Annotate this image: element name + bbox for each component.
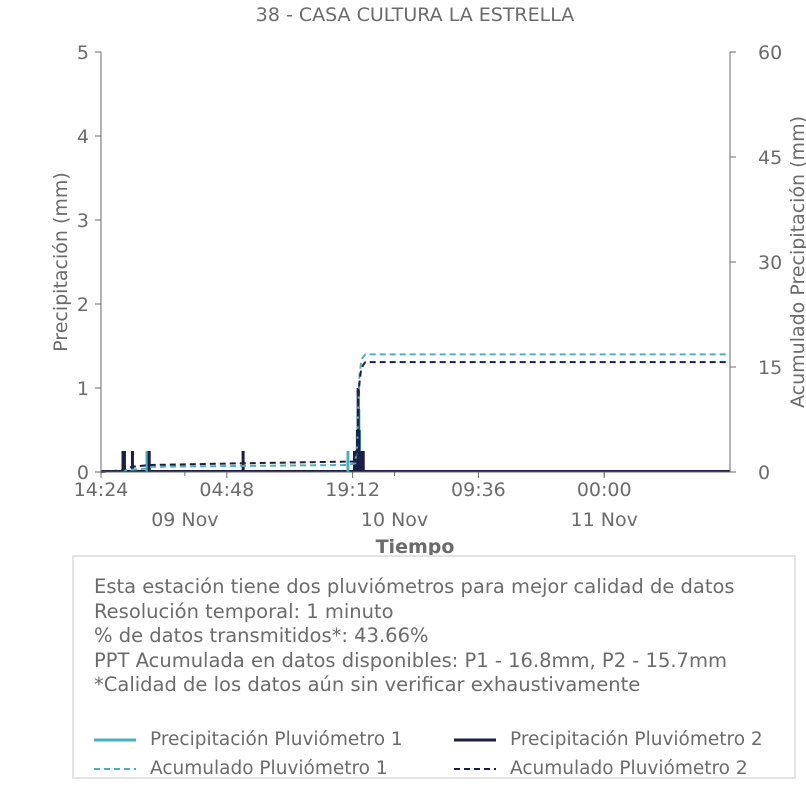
y-tick-label: 1: [77, 378, 89, 400]
y-tick-label: 0: [77, 462, 89, 484]
legend-label: Acumulado Pluviómetro 2: [510, 758, 748, 779]
cumulative-line-1: [100, 353, 730, 473]
legend-label: Precipitación Pluviómetro 2: [510, 729, 763, 750]
y-tick-label: 4: [77, 126, 89, 148]
plot-area: [100, 353, 730, 473]
y2-tick-label: 45: [758, 147, 782, 169]
x-tick-label: 14:24: [74, 479, 129, 501]
x-date-label: 11 Nov: [571, 509, 638, 531]
y-tick-label: 5: [77, 42, 89, 64]
legend-swatch-solid-p2: [454, 738, 496, 741]
legend-item-acc2: Acumulado Pluviómetro 2: [454, 758, 748, 779]
y2-tick-label: 30: [758, 252, 782, 274]
legend-item-p2: Precipitación Pluviómetro 2: [454, 729, 763, 750]
x-axis-label: Tiempo: [376, 536, 455, 558]
y2-tick-label: 0: [758, 462, 770, 484]
chart-title: 38 - CASA CULTURA LA ESTRELLA: [256, 4, 575, 26]
legend-item-p1: Precipitación Pluviómetro 1: [94, 729, 403, 750]
x-tick-label: 19:12: [325, 479, 380, 501]
y-tick-label: 2: [77, 294, 89, 316]
y2-axis-label: Acumulado Precipitación (mm): [787, 116, 806, 408]
x-date-label: 10 Nov: [361, 509, 428, 531]
info-line-transmitted: % de datos transmitidos*: 43.66%: [94, 624, 429, 647]
legend-swatch-solid-p1: [94, 738, 136, 741]
legend-label: Precipitación Pluviómetro 1: [150, 729, 403, 750]
y-tick-label: 3: [77, 210, 89, 232]
legend-swatch-dashed-acc1: [94, 767, 136, 770]
x-tick-label: 00:00: [577, 479, 632, 501]
y2-tick-label: 15: [758, 357, 782, 379]
info-box: Esta estación tiene dos pluviómetros par…: [72, 555, 796, 779]
legend-item-acc1: Acumulado Pluviómetro 1: [94, 758, 388, 779]
cumulative-line-2: [100, 361, 730, 473]
info-line-quality: *Calidad de los datos aún sin verificar …: [94, 673, 641, 696]
legend-label: Acumulado Pluviómetro 1: [150, 758, 388, 779]
info-line-accumulated: PPT Acumulada en datos disponibles: P1 -…: [94, 648, 727, 672]
x-tick-label: 09:36: [451, 479, 506, 501]
info-text: Esta estación tiene dos pluviómetros par…: [94, 575, 735, 698]
x-tick-label: 04:48: [199, 479, 254, 501]
y-axis-label: Precipitación (mm): [50, 172, 72, 352]
info-line-resolution: Resolución temporal: 1 minuto: [94, 599, 394, 623]
chart: 38 - CASA CULTURA LA ESTRELLA 0123450153…: [50, 4, 806, 558]
legend-swatch-dashed-acc2: [454, 767, 496, 770]
info-line-stations: Esta estación tiene dos pluviómetros par…: [94, 575, 735, 598]
x-date-label: 09 Nov: [151, 509, 218, 531]
y2-tick-label: 60: [758, 42, 782, 64]
